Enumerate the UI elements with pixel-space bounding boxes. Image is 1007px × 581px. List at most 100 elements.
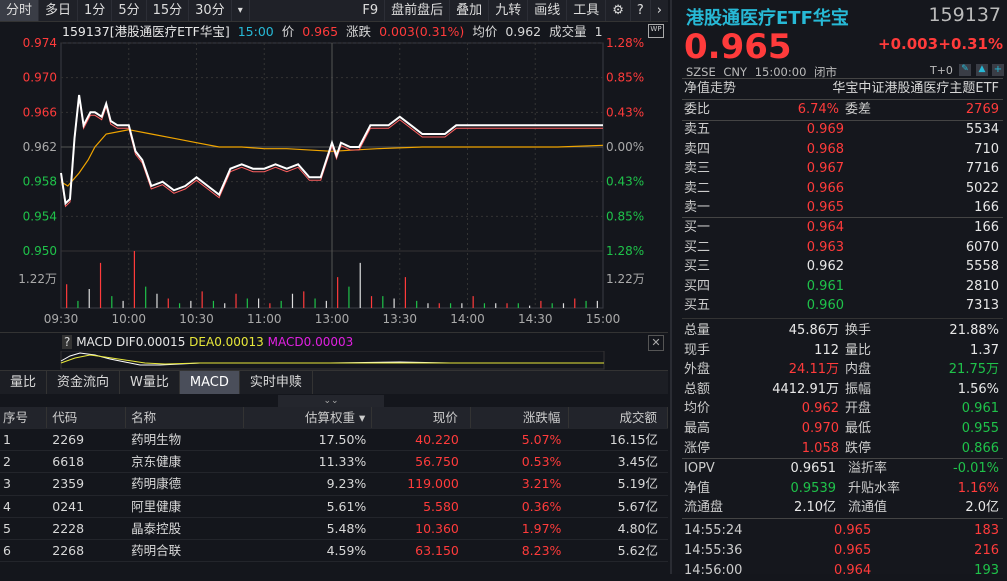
volume-bar [167, 298, 169, 308]
order-book-row: 买四 0.961 2810 [684, 277, 999, 297]
col-weight[interactable]: 估算权重 ▾ [244, 407, 373, 428]
stat-value: 1.37 [970, 342, 999, 358]
security-title: 港股通医疗ETF华宝 [686, 8, 849, 29]
level-volume: 166 [974, 220, 999, 235]
tab-fund-flow[interactable]: 资金流向 [47, 371, 121, 394]
turnover: 16.15亿 [609, 432, 658, 447]
iopv-label: 流通值 [848, 500, 888, 515]
x-tick-label: 09:30 [44, 312, 79, 326]
col-price[interactable]: 现价 [372, 407, 471, 428]
col-index[interactable]: 序号 [0, 407, 48, 428]
volume-bar [359, 262, 361, 308]
stat-value: 45.86万 [788, 323, 839, 338]
tab-multiday[interactable]: 多日 [39, 0, 79, 21]
table-row[interactable]: 3 2359 药明康德 9.23% 119.000 3.21% 5.19亿 [0, 473, 668, 496]
col-code[interactable]: 代码 [47, 407, 127, 428]
turnover: 5.62亿 [617, 542, 658, 558]
weight: 4.59% [326, 542, 367, 558]
order-book-row: 买五 0.960 7313 [684, 296, 999, 316]
tick-row: 14:55:24 0.965 183 [684, 521, 999, 541]
level-price[interactable]: 0.965 [806, 200, 844, 215]
tick-row: 14:56:00 0.964 193 [684, 561, 999, 581]
period-dropdown[interactable]: ▾ [232, 0, 250, 21]
tab-volume-ratio[interactable]: 量比 [0, 371, 48, 394]
stat-label: 振幅 [845, 381, 872, 397]
tick-volume: 216 [974, 543, 999, 558]
avg: 0.962 [505, 24, 542, 39]
volume-bar [574, 298, 576, 308]
tab-1min[interactable]: 1分 [78, 0, 113, 21]
pencil-icon[interactable]: ✎ [959, 64, 971, 76]
bell-icon[interactable]: ▲ [976, 64, 988, 76]
tab-15min[interactable]: 15分 [147, 0, 190, 21]
col-change[interactable]: 涨跌幅 [471, 407, 570, 428]
level-price[interactable]: 0.962 [806, 259, 844, 274]
stat-label: 涨停 [684, 440, 711, 456]
tab-intraday[interactable]: 分时 [0, 0, 40, 21]
nine-turn-button[interactable]: 九转 [489, 0, 529, 21]
stat-value: 21.88% [949, 323, 999, 338]
level-price[interactable]: 0.964 [806, 220, 844, 235]
volume-bar [314, 298, 316, 308]
pre-post-market-button[interactable]: 盘前盘后 [385, 0, 451, 21]
pct-tick-label: 1.28% [606, 36, 644, 50]
y-tick-label: 0.970 [23, 71, 57, 85]
chevron-right-icon[interactable]: › [656, 3, 662, 18]
macd-panel: ? MACD DIF0.00015 DEA0.00013 MACD0.00003… [0, 332, 668, 370]
stock-code: 2359 [52, 476, 85, 492]
tab-30min[interactable]: 30分 [189, 0, 232, 21]
intraday-chart[interactable]: 0.974 1.28% 0.970 0.85% 0.966 0.43% 0.962 0.00%… [0, 0, 668, 330]
row-index: 5 [3, 520, 11, 536]
tab-realtime-creation[interactable]: 实时申赎 [240, 371, 313, 394]
gear-icon[interactable]: ⚙ [606, 0, 631, 21]
plus-icon[interactable]: + [992, 64, 1004, 76]
macd-hist-value: 0.00003 [303, 335, 354, 349]
stat-label: 换手 [845, 323, 872, 338]
tick-time: 14:56:00 [684, 563, 743, 578]
overlay-button[interactable]: 叠加 [450, 0, 490, 21]
wp-icon[interactable]: WP [648, 24, 664, 38]
tab-5min[interactable]: 5分 [112, 0, 147, 21]
t0-badge: T+0 [930, 64, 953, 77]
volume-bar [337, 277, 339, 308]
tab-macd[interactable]: MACD [179, 371, 240, 394]
fund-full-name: 华宝中证港股通医疗主题ETF [832, 81, 999, 96]
help-icon[interactable]: ? [631, 0, 651, 21]
x-tick-label: 10:30 [179, 312, 214, 326]
draw-line-button[interactable]: 画线 [528, 0, 568, 21]
f9-button[interactable]: F9 [356, 0, 386, 21]
level-price[interactable]: 0.960 [806, 298, 844, 313]
col-name[interactable]: 名称 [126, 407, 245, 428]
level-price[interactable]: 0.966 [806, 180, 844, 196]
volume-bar [404, 277, 406, 308]
weight: 9.23% [326, 476, 367, 492]
level-price[interactable]: 0.968 [806, 141, 844, 157]
macd-help-icon[interactable]: ? [62, 335, 73, 349]
table-row[interactable]: 1 2269 药明生物 17.50% 40.220 5.07% 16.15亿 [0, 429, 668, 452]
stat-label: 外盘 [684, 362, 711, 378]
price: 56.750 [415, 454, 459, 470]
volume-bar [99, 262, 102, 308]
level-label: 买二 [684, 239, 711, 255]
level-price[interactable]: 0.967 [806, 161, 844, 176]
col-turnover[interactable]: 成交额 [569, 407, 668, 428]
table-row[interactable]: 6 2268 药明合联 4.59% 63.150 8.23% 5.62亿 [0, 540, 668, 563]
tab-w-volume-ratio[interactable]: W量比 [120, 371, 180, 394]
table-row[interactable]: 5 2228 晶泰控股 5.48% 10.360 1.97% 4.80亿 [0, 518, 668, 540]
level-volume: 6070 [965, 239, 999, 255]
tools-button[interactable]: 工具 [567, 0, 607, 21]
weight: 5.61% [326, 498, 367, 514]
level-price[interactable]: 0.969 [806, 122, 844, 137]
collapse-toggle[interactable]: ⌄⌄ [278, 395, 384, 407]
table-row[interactable]: 4 0241 阿里健康 5.61% 5.580 0.36% 5.67亿 [0, 496, 668, 518]
nav-trend-link[interactable]: 净值走势 [684, 81, 737, 96]
table-row[interactable]: 2 6618 京东健康 11.33% 56.750 0.53% 3.45亿 [0, 451, 668, 474]
level-price[interactable]: 0.961 [806, 278, 844, 294]
close-icon[interactable]: ✕ [648, 335, 664, 351]
quote-time: 15:00:00 [754, 65, 807, 79]
x-tick-label: 14:00 [450, 312, 485, 326]
pct-tick-label: 0.85% [606, 209, 644, 223]
stock-name: 京东健康 [131, 454, 182, 470]
volume-bar [562, 303, 565, 308]
level-price[interactable]: 0.963 [806, 239, 844, 255]
